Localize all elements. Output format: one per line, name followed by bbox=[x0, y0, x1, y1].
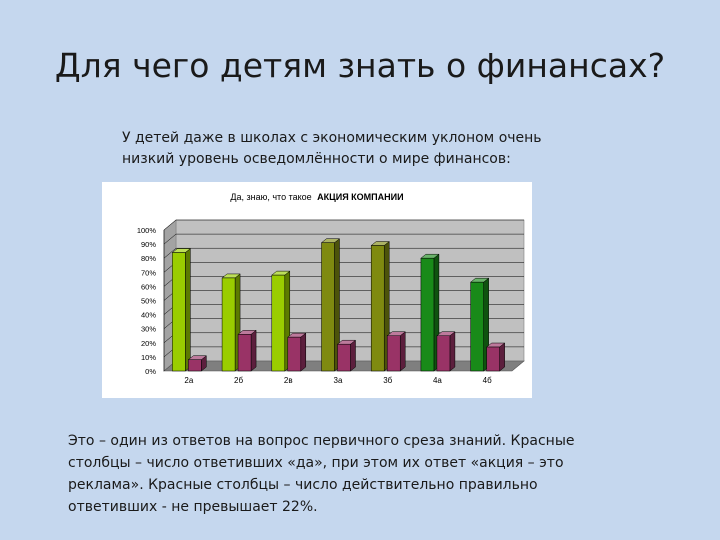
y-tick-label: 50% bbox=[141, 297, 156, 306]
bar-red-side bbox=[449, 331, 456, 372]
bar-green-side bbox=[185, 248, 191, 372]
x-tick-label: 2в bbox=[284, 376, 293, 385]
slide-title: Для чего детям знать о финансах? bbox=[54, 46, 666, 85]
bar-red-side bbox=[300, 332, 307, 372]
bar-red bbox=[287, 336, 302, 372]
x-tick-label: 3б bbox=[383, 376, 392, 385]
bar-green bbox=[172, 252, 186, 372]
y-tick-label: 90% bbox=[141, 240, 156, 249]
gridline bbox=[163, 219, 524, 231]
chart-title: Да, знаю, что такое АКЦИЯ КОМПАНИИ bbox=[230, 192, 403, 202]
bar-red bbox=[436, 335, 451, 372]
gridline bbox=[163, 233, 524, 245]
chart-container: Да, знаю, что такое АКЦИЯ КОМПАНИИ 0% 10%… bbox=[102, 182, 532, 398]
bar-red bbox=[386, 335, 401, 372]
bar-green bbox=[470, 281, 484, 372]
bar-green bbox=[221, 277, 236, 372]
y-tick-label: 80% bbox=[141, 254, 156, 263]
x-tick-label: 4а bbox=[433, 376, 442, 385]
bar-red-side bbox=[250, 329, 257, 372]
y-tick-label: 30% bbox=[141, 325, 156, 334]
y-tick-label: 60% bbox=[141, 282, 156, 291]
chart-title-prefix: Да, знаю, что такое bbox=[230, 192, 311, 202]
y-tick-label: 100% bbox=[137, 226, 157, 235]
x-tick-label: 2б bbox=[234, 376, 243, 385]
bar-red bbox=[188, 359, 202, 372]
bar-red-side bbox=[499, 342, 505, 372]
x-tick-label: 3а bbox=[334, 376, 343, 385]
bar-red bbox=[337, 343, 351, 372]
bar-red bbox=[237, 334, 252, 372]
bar-green bbox=[370, 245, 385, 372]
bar-red-side bbox=[399, 331, 406, 372]
y-tick-label: 40% bbox=[141, 311, 156, 320]
y-tick-label: 20% bbox=[141, 339, 156, 348]
y-tick-label: 0% bbox=[145, 367, 156, 376]
bar-green bbox=[271, 274, 286, 372]
x-tick-label: 4б bbox=[483, 376, 492, 385]
bar-green bbox=[420, 257, 435, 372]
intro-text: У детей даже в школах с экономическим ук… bbox=[122, 130, 542, 167]
x-tick-label: 2а bbox=[184, 376, 193, 385]
bar-red bbox=[486, 346, 500, 372]
y-tick-label: 70% bbox=[141, 268, 156, 277]
gridline bbox=[163, 247, 524, 259]
bar-red-side bbox=[350, 339, 356, 372]
caption-text: Это – один из ответов на вопрос первично… bbox=[68, 433, 575, 515]
chart-title-emphasis: АКЦИЯ КОМПАНИИ bbox=[317, 192, 403, 202]
y-tick-label: 10% bbox=[141, 353, 156, 362]
bar-chart: Да, знаю, что такое АКЦИЯ КОМПАНИИ 0% 10%… bbox=[137, 192, 525, 385]
bar-green bbox=[321, 242, 335, 372]
